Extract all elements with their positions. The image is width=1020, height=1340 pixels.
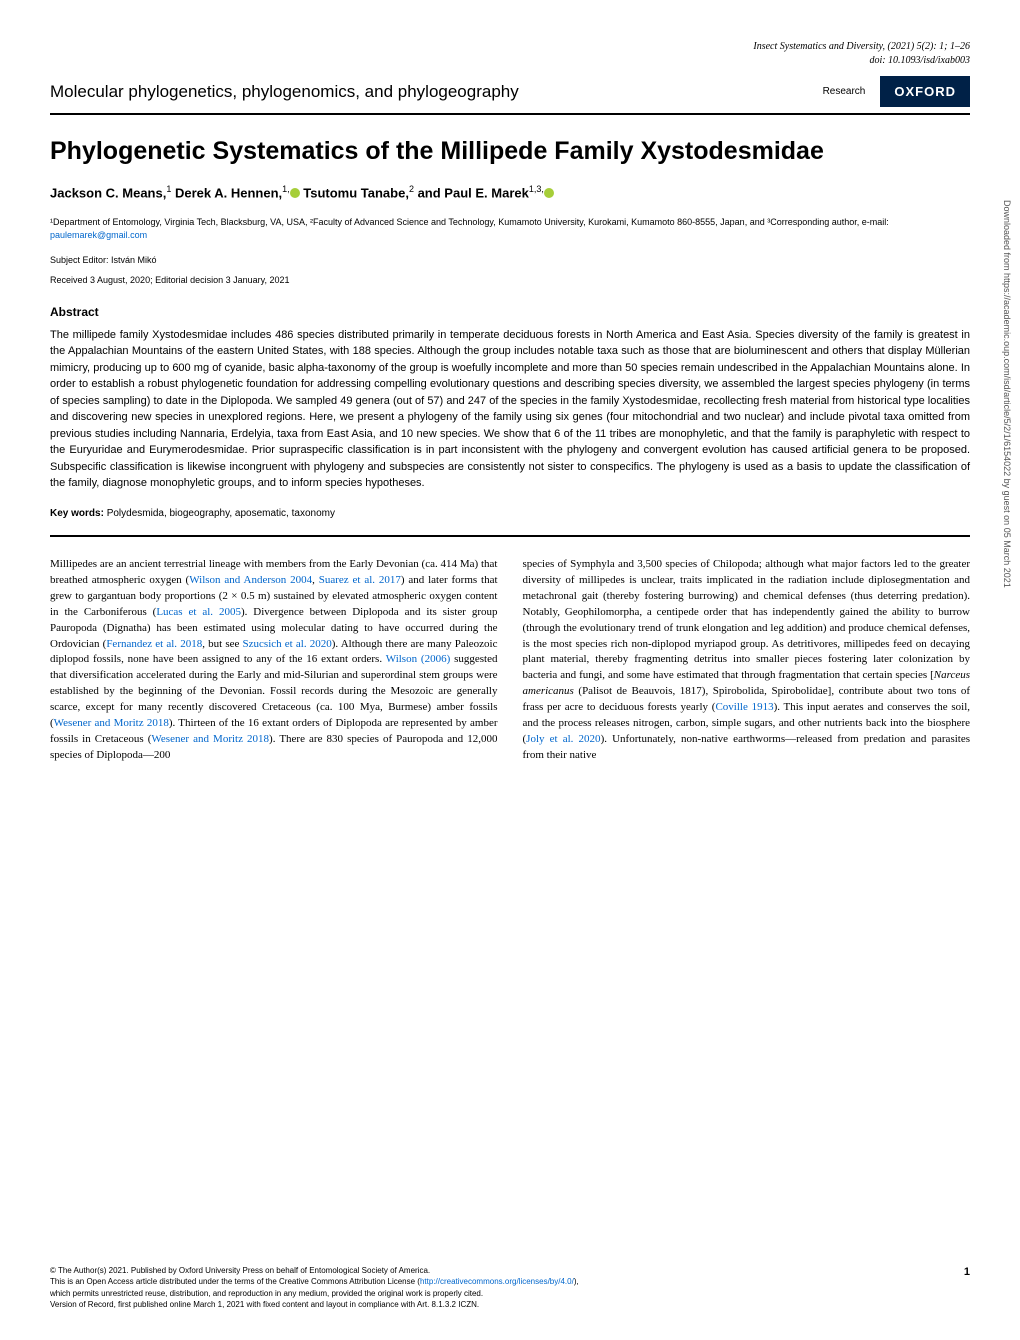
license-post: ), (574, 1277, 579, 1286)
download-sidebar: Downloaded from https://academic.oup.com… (1002, 200, 1012, 588)
copyright-line: © The Author(s) 2021. Published by Oxfor… (50, 1265, 579, 1276)
divider (50, 535, 970, 537)
keywords-label: Key words: (50, 508, 104, 519)
citation-link[interactable]: Suarez et al. 2017 (319, 574, 401, 586)
citation-link[interactable]: Joly et al. 2020 (526, 733, 600, 745)
body-column-right: species of Symphyla and 3,500 species of… (523, 557, 971, 764)
abstract-heading: Abstract (50, 305, 970, 319)
affiliations: ¹Department of Entomology, Virginia Tech… (50, 216, 970, 243)
section-bar: Molecular phylogenetics, phylogenomics, … (50, 76, 970, 115)
section-label: Molecular phylogenetics, phylogenomics, … (50, 82, 519, 102)
authors-line: Jackson C. Means,1 Derek A. Hennen,1, Ts… (50, 184, 970, 200)
orcid-icon (290, 188, 300, 198)
submission-dates: Received 3 August, 2020; Editorial decis… (50, 275, 970, 285)
affiliation-text: ¹Department of Entomology, Virginia Tech… (50, 217, 889, 227)
corresponding-email[interactable]: paulemarek@gmail.com (50, 230, 147, 240)
orcid-icon (544, 188, 554, 198)
citation-link[interactable]: Wesener and Moritz 2018 (151, 733, 269, 745)
research-badge-area: Research OXFORD (823, 76, 970, 107)
issue-citation: (2021) 5(2): 1; 1–26 (888, 41, 970, 52)
license-pre: This is an Open Access article distribut… (50, 1277, 420, 1286)
keywords-text: Polydesmida, biogeography, aposematic, t… (107, 508, 335, 519)
license-line2: which permits unrestricted reuse, distri… (50, 1288, 579, 1299)
article-type: Research (823, 86, 866, 97)
doi: doi: 10.1093/isd/ixab003 (869, 55, 970, 66)
citation-link[interactable]: Wesener and Moritz 2018 (54, 717, 169, 729)
citation-link[interactable]: Wilson and Anderson 2004 (189, 574, 312, 586)
body-column-left: Millipedes are an ancient terrestrial li… (50, 557, 498, 764)
citation-link[interactable]: Wilson (2006) (386, 653, 451, 665)
publisher-badge: OXFORD (880, 76, 970, 107)
subject-editor: Subject Editor: István Mikó (50, 255, 970, 265)
header-citation-block: Insect Systematics and Diversity, (2021)… (50, 40, 970, 68)
footer: © The Author(s) 2021. Published by Oxfor… (50, 1265, 970, 1310)
citation-link[interactable]: Szucsich et al. 2020 (243, 638, 332, 650)
journal-name: Insect Systematics and Diversity, (753, 41, 885, 52)
citation-link[interactable]: Fernandez et al. 2018 (106, 638, 202, 650)
page-number: 1 (964, 1265, 970, 1280)
citation-link[interactable]: Lucas et al. 2005 (156, 606, 241, 618)
abstract-text: The millipede family Xystodesmidae inclu… (50, 327, 970, 492)
footer-text: © The Author(s) 2021. Published by Oxfor… (50, 1265, 579, 1310)
license-link[interactable]: http://creativecommons.org/licenses/by/4… (420, 1277, 574, 1286)
version-line: Version of Record, first published onlin… (50, 1299, 579, 1310)
body-text: Millipedes are an ancient terrestrial li… (50, 557, 970, 764)
citation-link[interactable]: Coville 1913 (715, 701, 773, 713)
keywords: Key words: Polydesmida, biogeography, ap… (50, 508, 970, 519)
article-title: Phylogenetic Systematics of the Milliped… (50, 135, 970, 168)
